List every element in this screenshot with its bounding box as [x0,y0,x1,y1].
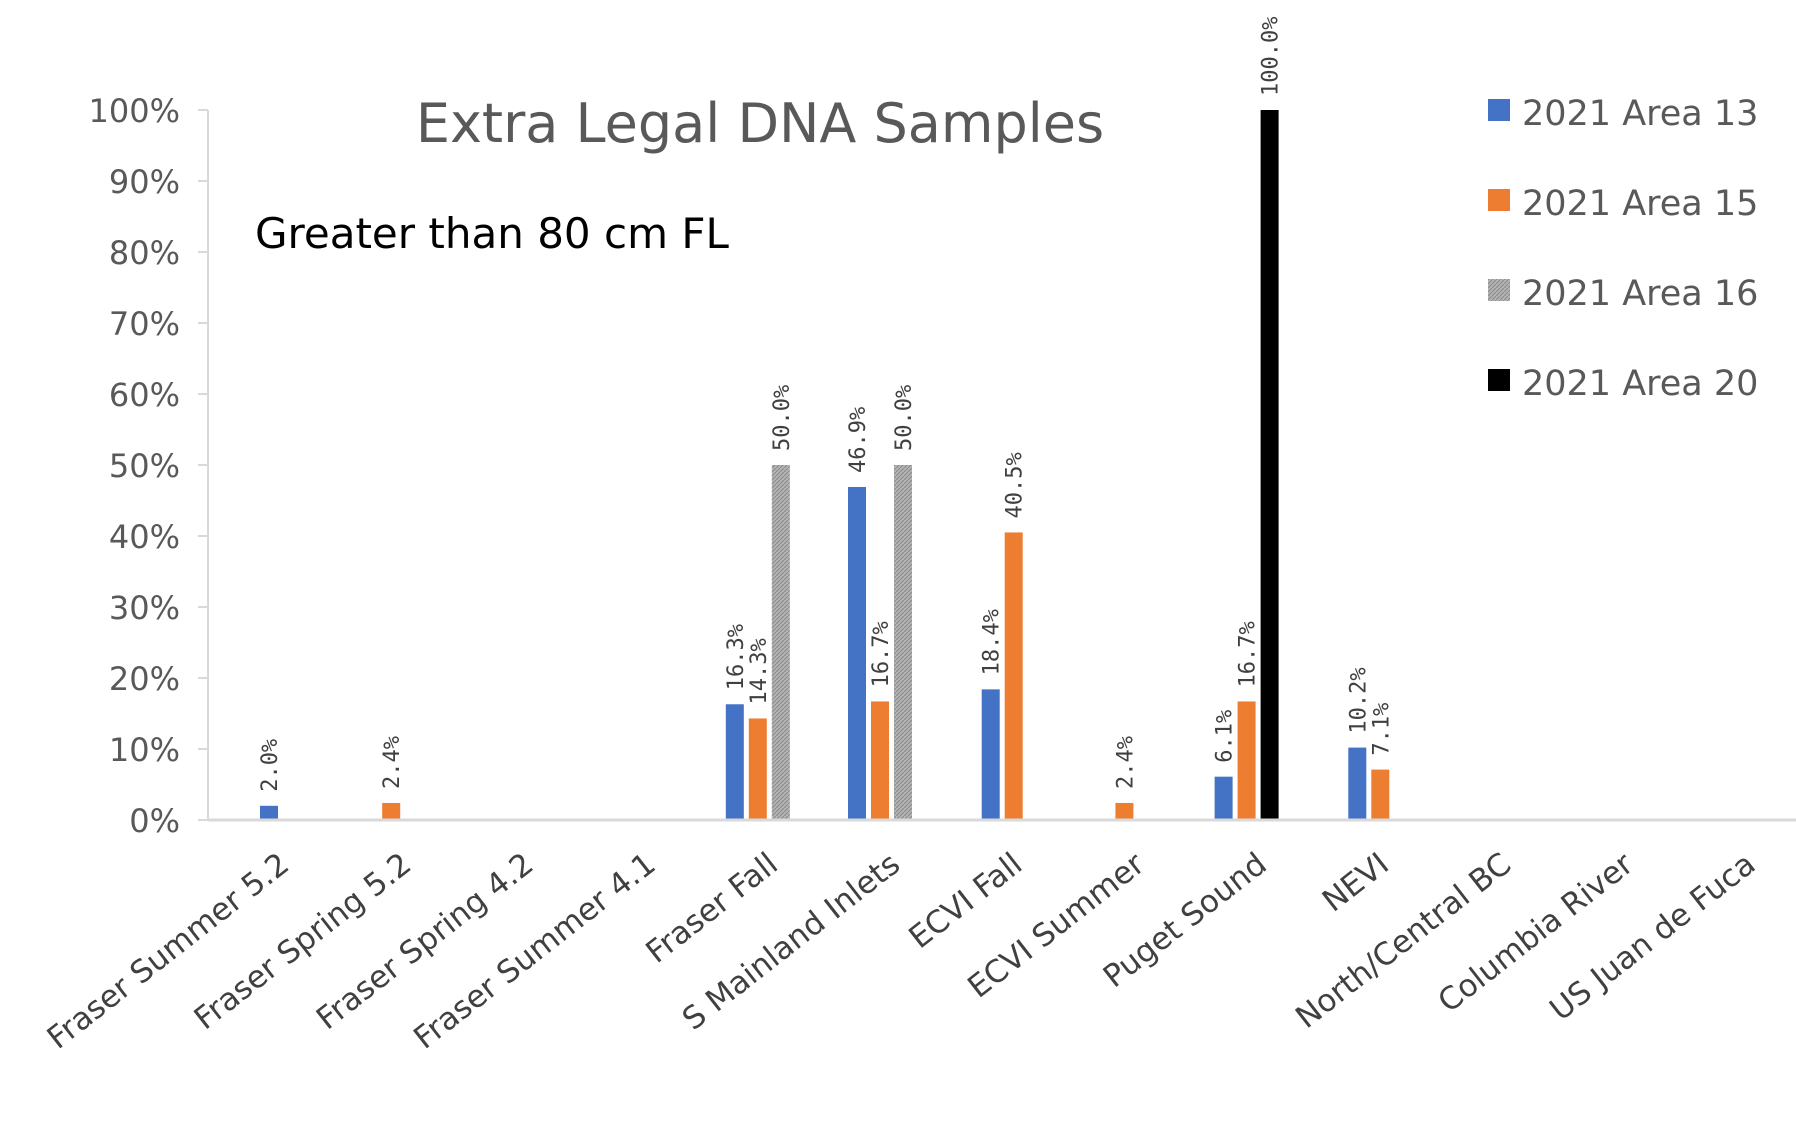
y-tick-label: 20% [109,660,180,698]
data-label: 50.0% [892,385,917,451]
bar [748,718,767,820]
x-tick-label: North/Central BC [1289,846,1518,1036]
y-tick-label: 0% [129,802,180,840]
y-tick-label: 30% [109,589,180,627]
bar [771,465,790,820]
data-labels: 2.0% 2.4% 16.3%14.3% 50.0% 46.9% 16.7% 50.0% 18… [258,17,1394,792]
data-label: 46.9% [846,407,871,473]
bar [1004,532,1023,820]
bar [894,465,912,820]
data-label: 16.7% [869,621,894,687]
x-tick-label: Fraser Spring 4.2 [310,846,540,1037]
data-label: 18.4% [980,609,1005,675]
bar [871,701,889,820]
y-tick-label: 10% [109,731,180,769]
legend-swatch [1488,279,1510,301]
bar [1348,747,1367,820]
data-label: 16.7% [1236,621,1261,687]
data-label: 7.1% [1369,703,1394,756]
bar [1237,701,1256,820]
legend-label: 2021 Area 13 [1522,94,1758,134]
x-tick-label: S Mainland Inlets [676,846,907,1038]
bars [260,110,1390,820]
bar [382,802,401,820]
legend-label: 2021 Area 16 [1522,274,1758,314]
y-axis: 0% 10% 20% 30% 40% 50% 60% 70% 80% 90% 100% [89,92,209,840]
bar [725,704,744,820]
x-tick-label: Fraser Summer 5.2 [41,846,296,1057]
chart-subtitle: Greater than 80 cm FL [255,209,729,258]
bar [1371,769,1390,820]
data-label: 2.0% [258,739,283,792]
data-label: 14.3% [747,638,772,704]
legend-swatch [1488,369,1510,391]
y-tick-label: 90% [109,163,180,201]
legend-swatch [1488,189,1510,211]
bar [1115,802,1134,820]
x-tick-label: NEVI [1316,846,1396,919]
y-tick-label: 50% [109,447,180,485]
data-label: 6.1% [1213,710,1238,763]
bar [260,805,278,820]
x-tick-label: US Juan de Fuca [1543,846,1762,1028]
bar [1214,776,1233,820]
data-label: 50.0% [770,385,795,451]
legend-swatch [1488,99,1510,121]
data-label: 10.2% [1346,667,1371,733]
data-label: 100.0% [1259,17,1284,96]
y-tick-label: 70% [109,305,180,343]
data-label: 40.5% [1003,452,1028,518]
x-tick-label: Fraser Spring 5.2 [188,846,418,1037]
y-tick-label: 60% [109,376,180,414]
data-label: 16.3% [724,624,749,690]
bar [848,487,866,820]
bar [981,689,1000,820]
data-label: 2.4% [380,736,405,789]
chart-title: Extra Legal DNA Samples [416,92,1104,155]
bar [1260,110,1279,820]
legend: 2021 Area 13 2021 Area 15 2021 Area 16 2021… [1488,94,1758,404]
data-label: 2.4% [1113,736,1138,789]
legend-label: 2021 Area 20 [1522,364,1758,404]
y-tick-label: 40% [109,518,180,556]
y-tick-label: 80% [109,234,180,272]
y-tick-label: 100% [89,92,180,130]
legend-label: 2021 Area 15 [1522,184,1758,224]
